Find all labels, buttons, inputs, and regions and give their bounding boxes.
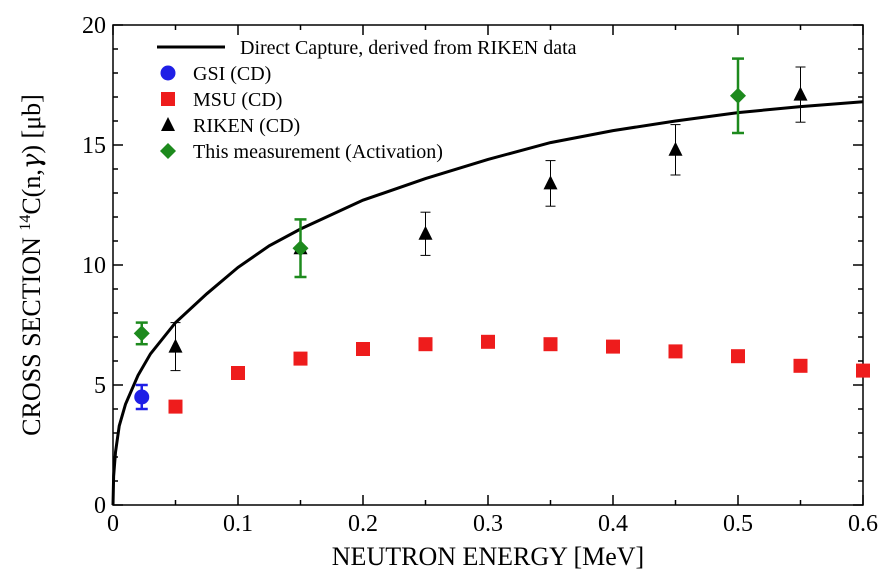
x-tick-label: 0.3 (473, 511, 503, 537)
legend-circle-swatch (160, 65, 176, 81)
y-tick-label: 20 (82, 13, 106, 39)
curve-layer (111, 100, 864, 506)
legend-label: GSI (CD) (193, 63, 271, 85)
legend-label: Direct Capture, derived from RIKEN data (240, 37, 577, 59)
y-axis-title-main: C(n, (17, 169, 46, 215)
square-data-point (481, 334, 495, 349)
square-data-point (731, 349, 745, 364)
square-data-point (606, 339, 620, 354)
x-tick-label: 0.5 (723, 511, 753, 537)
y-axis-title-suffix: ) [μb] (17, 94, 46, 153)
errorbar-layer (135, 57, 806, 411)
tick-labels: 0 0.1 0.2 0.3 0.4 0.5 0.6 0 5 10 15 20 (82, 13, 878, 537)
x-tick-label: 0.6 (848, 511, 878, 537)
x-tick-label: 0.1 (223, 511, 253, 537)
legend-square-swatch (161, 92, 175, 106)
x-axis-title: NEUTRON ENERGY [MeV] (332, 542, 644, 571)
square-data-point (231, 366, 245, 380)
square-data-point (856, 363, 870, 378)
legend-label: This measurement (Activation) (193, 141, 443, 163)
y-tick-label: 15 (82, 133, 106, 159)
x-tick-label: 0 (107, 511, 119, 537)
legend-label: RIKEN (CD) (193, 115, 300, 137)
triangle-data-point (168, 338, 183, 353)
y-axis-title: CROSS SECTION 14C(n,γ) [μb] (17, 94, 47, 436)
legend-diamond-swatch (160, 143, 176, 159)
square-data-point (543, 337, 558, 352)
y-tick-label: 5 (94, 373, 106, 399)
axis-ticks (112, 24, 864, 506)
square-data-point (793, 358, 808, 373)
legend-label: MSU (CD) (193, 89, 282, 111)
square-data-point (168, 399, 183, 414)
direct-capture-curve (111, 100, 864, 506)
triangle-data-point (793, 86, 808, 101)
diamond-data-point (292, 240, 309, 257)
y-axis-title-superscript: 14 (17, 215, 34, 231)
legend: Direct Capture, derived from RIKEN data G… (157, 37, 577, 163)
square-data-point (418, 337, 433, 352)
diamond-data-point (730, 87, 746, 104)
y-axis-title-prefix: CROSS SECTION (17, 231, 46, 436)
triangle-data-point (668, 141, 683, 156)
y-tick-label: 0 (94, 493, 106, 519)
y-axis-title-gamma: γ (17, 153, 47, 169)
circle-data-point (134, 389, 150, 405)
square-data-point (356, 342, 370, 356)
x-tick-label: 0.2 (348, 511, 378, 537)
triangle-data-point (543, 175, 558, 190)
x-tick-label: 0.4 (598, 511, 628, 537)
legend-triangle-swatch (161, 117, 175, 131)
marker-layer (133, 86, 870, 414)
square-data-point (668, 344, 683, 359)
diamond-data-point (133, 325, 150, 342)
triangle-data-point (418, 225, 433, 240)
y-tick-label: 10 (82, 253, 106, 279)
square-data-point (293, 351, 308, 366)
